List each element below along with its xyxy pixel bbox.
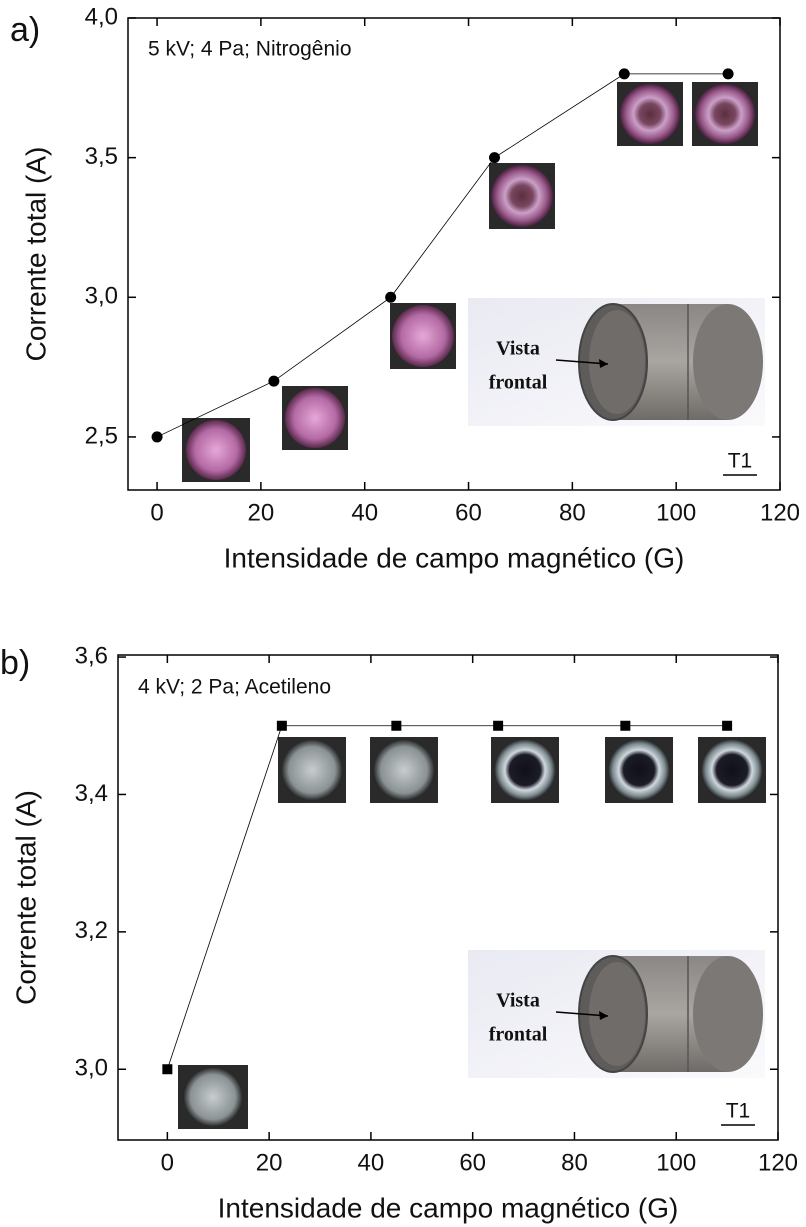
photo-disc bbox=[494, 739, 556, 801]
photo-disc bbox=[285, 388, 345, 448]
x-tick-label: 120 bbox=[760, 499, 800, 526]
x-tick-label: 40 bbox=[351, 499, 378, 526]
y-tick-label: 3,0 bbox=[85, 283, 118, 310]
x-tick-label: 100 bbox=[656, 1149, 696, 1176]
y-tick-label: 4,0 bbox=[85, 3, 118, 30]
inset-label: Vista bbox=[496, 338, 540, 360]
x-axis-label: Intensidade de campo magnético (G) bbox=[218, 1192, 679, 1223]
y-tick-label: 3,5 bbox=[85, 143, 118, 170]
x-tick-label: 80 bbox=[561, 1149, 588, 1176]
panel-label: a) bbox=[10, 11, 40, 49]
cylinder-end bbox=[693, 956, 763, 1072]
photo-disc bbox=[281, 739, 343, 801]
y-tick-label: 3,2 bbox=[75, 917, 108, 944]
photo-disc bbox=[186, 420, 246, 480]
photo-disc bbox=[701, 739, 763, 801]
corner-label: T1 bbox=[728, 450, 753, 473]
marker bbox=[489, 152, 500, 163]
inset-label: Vista bbox=[496, 990, 540, 1012]
marker bbox=[277, 721, 287, 731]
marker bbox=[723, 68, 734, 79]
photo-disc bbox=[373, 739, 435, 801]
marker bbox=[722, 721, 732, 731]
y-tick-label: 3,0 bbox=[75, 1055, 108, 1082]
photo-disc bbox=[392, 305, 454, 367]
marker bbox=[619, 68, 630, 79]
x-tick-label: 120 bbox=[758, 1149, 798, 1176]
panel: Vista frontal 0 20 40 60 80 100 120 3,0 3,2 3,4 3,6 I… bbox=[0, 642, 798, 1223]
y-axis-label: Corrente total (A) bbox=[10, 790, 41, 1005]
x-tick-label: 100 bbox=[656, 499, 696, 526]
y-tick-label: 3,6 bbox=[75, 642, 108, 669]
x-tick-label: 60 bbox=[455, 499, 482, 526]
panel-label: b) bbox=[0, 644, 30, 682]
photo-disc bbox=[608, 739, 670, 801]
cylinder-inner bbox=[589, 962, 645, 1066]
panel: Vista frontal 0 20 40 60 80 100 120 2,5 3,0 3,5 4,0 I… bbox=[10, 3, 800, 573]
photo-disc bbox=[695, 84, 755, 144]
y-axis-label: Corrente total (A) bbox=[20, 147, 51, 362]
marker bbox=[152, 431, 163, 442]
x-tick-label: 60 bbox=[459, 1149, 486, 1176]
y-tick-label: 2,5 bbox=[85, 422, 118, 449]
photo-disc bbox=[491, 165, 553, 227]
marker bbox=[391, 721, 401, 731]
inset-label: frontal bbox=[489, 1024, 548, 1046]
annotation: 4 kV; 2 Pa; Acetileno bbox=[138, 676, 331, 699]
annotation: 5 kV; 4 Pa; Nitrogênio bbox=[148, 38, 352, 61]
x-tick-label: 20 bbox=[248, 499, 275, 526]
y-tick-label: 3,4 bbox=[75, 780, 108, 807]
x-tick-label: 0 bbox=[161, 1149, 174, 1176]
cylinder-inner bbox=[589, 310, 645, 414]
photo-disc bbox=[620, 84, 680, 144]
inset-label: frontal bbox=[489, 372, 548, 394]
marker bbox=[385, 292, 396, 303]
photo-disc bbox=[183, 1067, 243, 1127]
corner-label: T1 bbox=[726, 1100, 751, 1123]
figure: Vista frontal 0 20 40 60 80 100 120 2,5 3,0 3,5 4,0 I… bbox=[0, 0, 806, 1227]
x-tick-label: 80 bbox=[559, 499, 586, 526]
marker bbox=[162, 1064, 172, 1074]
marker bbox=[268, 376, 279, 387]
x-axis-label: Intensidade de campo magnético (G) bbox=[224, 542, 685, 573]
cylinder-end bbox=[693, 304, 763, 420]
marker bbox=[493, 721, 503, 731]
x-tick-label: 0 bbox=[150, 499, 163, 526]
marker bbox=[620, 721, 630, 731]
x-tick-label: 40 bbox=[358, 1149, 385, 1176]
x-tick-label: 20 bbox=[256, 1149, 283, 1176]
